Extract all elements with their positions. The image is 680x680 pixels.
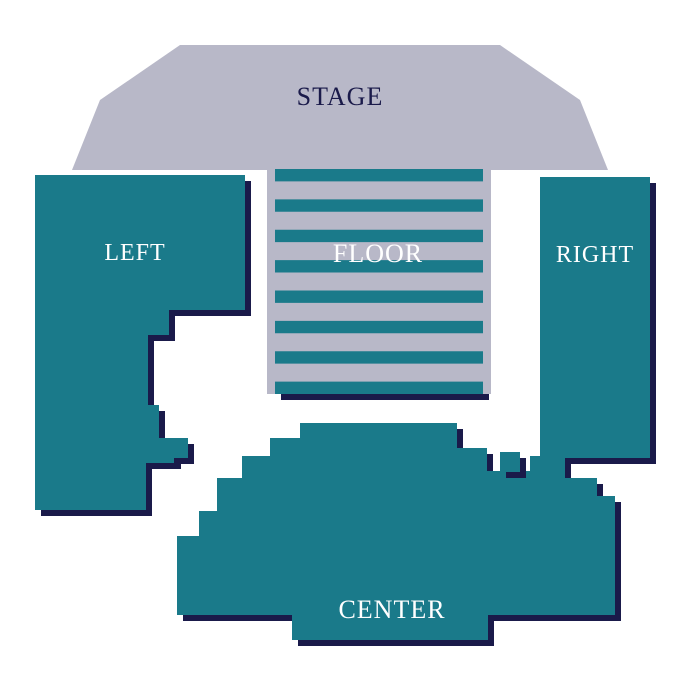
floor-stripe — [267, 273, 491, 291]
stage-label: STAGE — [297, 82, 384, 111]
seating-diagram: STAGE FLOOR LEFT RIGHT CENTER — [0, 0, 680, 680]
left-label: LEFT — [104, 240, 165, 266]
floor-stripe — [267, 333, 491, 351]
right-section[interactable] — [540, 177, 650, 458]
center-label: CENTER — [338, 595, 445, 624]
left-notch — [168, 438, 188, 458]
right-label: RIGHT — [556, 242, 634, 268]
floor-stripe — [267, 181, 491, 199]
floor-stripe — [267, 212, 491, 230]
floor-label: FLOOR — [333, 239, 423, 268]
floor-stripe — [267, 303, 491, 321]
left-section[interactable] — [35, 175, 245, 510]
center-notch — [500, 452, 520, 472]
floor-stripe — [267, 364, 491, 382]
